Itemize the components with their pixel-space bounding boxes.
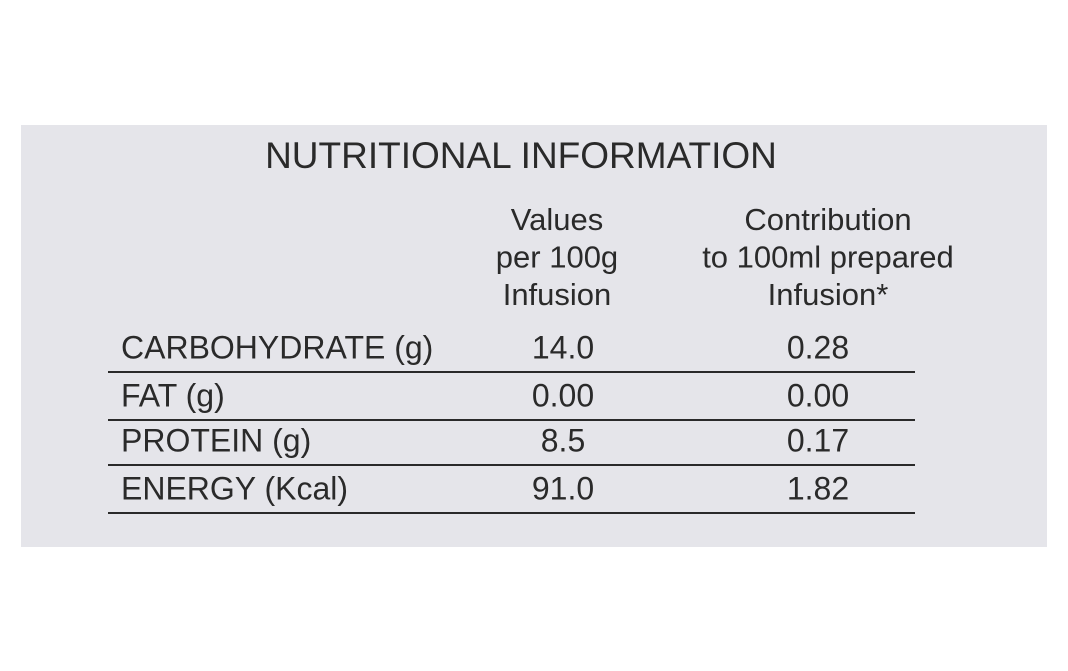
column-header: per 100g — [496, 240, 618, 275]
nutrient-value: 1.82 — [787, 470, 849, 506]
nutrient-name: PROTEIN (g) — [121, 422, 311, 458]
column-header: Contribution — [744, 202, 911, 237]
title: NUTRITIONAL INFORMATION — [265, 135, 777, 176]
nutrient-name: ENERGY (Kcal) — [121, 470, 348, 506]
column-header: to 100ml prepared — [702, 240, 954, 275]
column-header: Infusion — [503, 277, 612, 312]
nutrient-value: 0.17 — [787, 422, 849, 458]
column-header: Infusion* — [768, 277, 889, 312]
nutrient-value: 14.0 — [532, 329, 594, 365]
nutrient-value: 0.00 — [532, 377, 594, 413]
nutrient-value: 91.0 — [532, 470, 594, 506]
nutrient-value: 0.00 — [787, 377, 849, 413]
nutrient-name: FAT (g) — [121, 377, 225, 413]
label-panel — [21, 125, 1047, 547]
column-header: Values — [511, 202, 604, 237]
nutrient-value: 0.28 — [787, 329, 849, 365]
nutrient-value: 8.5 — [541, 422, 585, 458]
nutrient-name: CARBOHYDRATE (g) — [121, 329, 433, 365]
